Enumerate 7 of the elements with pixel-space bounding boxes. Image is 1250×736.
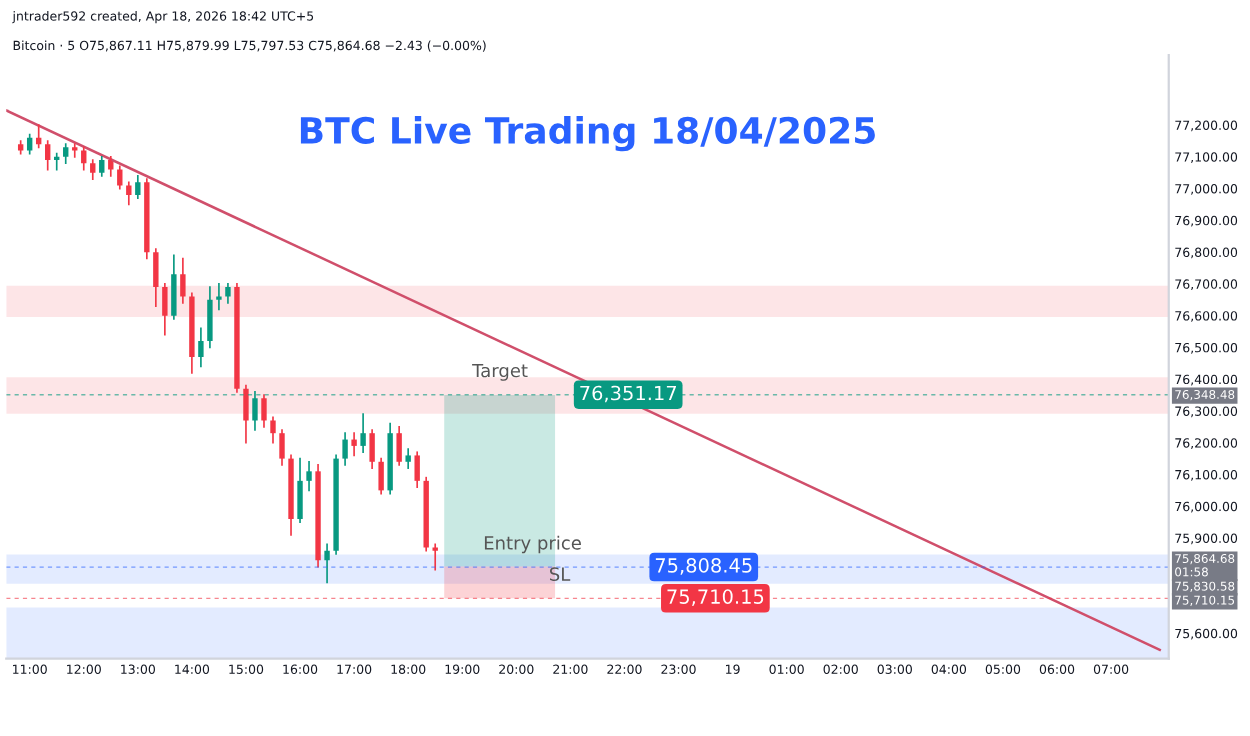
ref-line-label: 75,808.45 [655,558,752,575]
annotation: SL [549,567,571,581]
ref-line-label: 76,351.17 [580,385,677,403]
annotation: Target [472,363,528,381]
text: BTC Live Trading 18/04/2025 [300,116,875,152]
annotation: Entry price [484,535,581,554]
ref-line-label: 75,710.15 [667,589,764,606]
